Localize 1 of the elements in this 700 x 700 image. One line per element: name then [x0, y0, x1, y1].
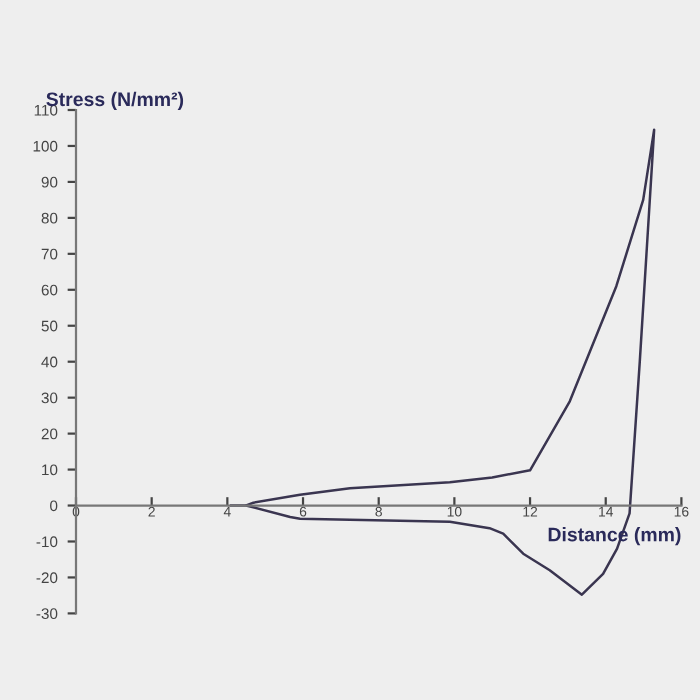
- y-axis-title: Stress (N/mm²): [46, 91, 184, 110]
